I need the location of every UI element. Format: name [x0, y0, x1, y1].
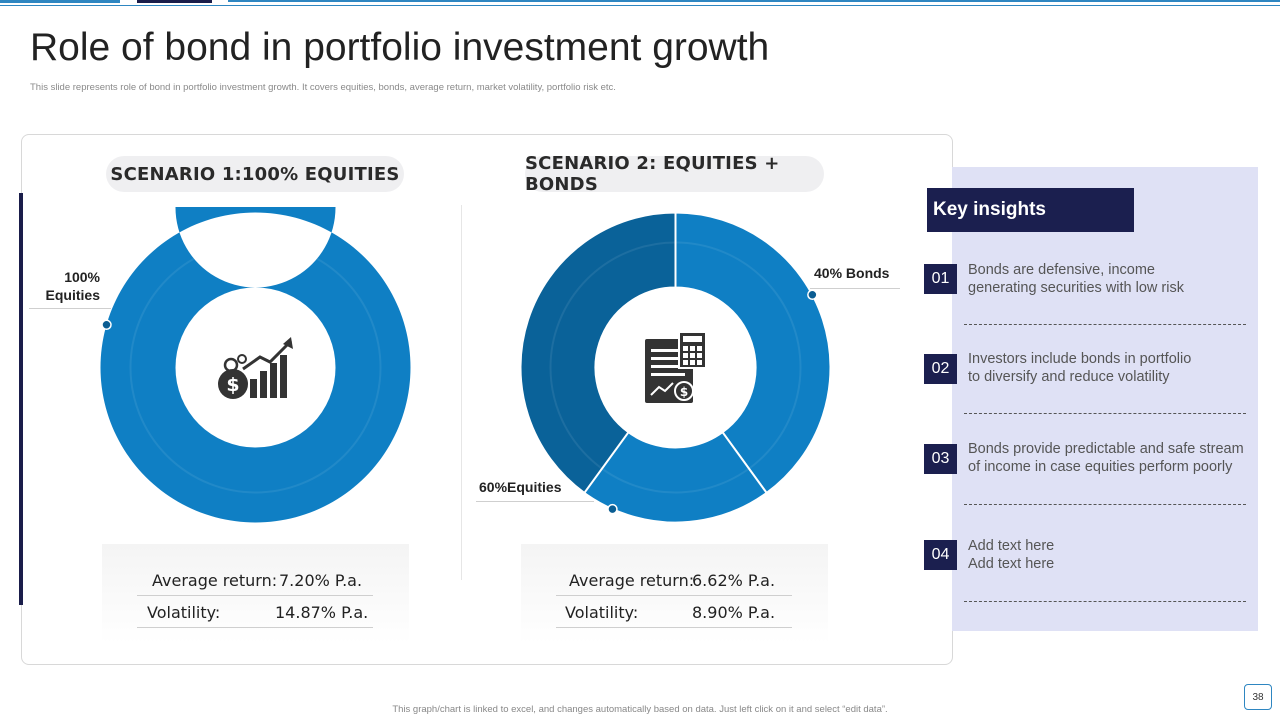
leader-line — [476, 501, 594, 502]
page-number: 38 — [1244, 684, 1272, 710]
insight-divider — [964, 324, 1246, 325]
insights-panel — [952, 167, 1258, 631]
top-rule — [0, 5, 1280, 6]
stat-value: 14.87% P.a. — [275, 603, 369, 622]
stat-label: Average return: — [152, 571, 278, 590]
insight-line: Bonds provide predictable and safe strea… — [968, 441, 1244, 457]
inner-ring — [129, 241, 382, 494]
insight-number: 04 — [924, 540, 957, 570]
insight-divider — [964, 413, 1246, 414]
stat-row-volatility: Volatility: 8.90% P.a. — [556, 597, 792, 628]
label-marker-dot — [607, 503, 618, 515]
stat-row-volatility: Volatility: 14.87% P.a. — [137, 597, 373, 628]
top-accent-bar — [228, 0, 1280, 2]
money-growth-chart-icon: $ — [218, 337, 293, 399]
stat-row-avg-return: Average return: 6.62% P.a. — [556, 565, 792, 596]
stat-label: Average return: — [569, 571, 695, 590]
label-marker-dot — [101, 319, 112, 331]
stat-value: 6.62% P.a. — [692, 571, 776, 590]
data-label-equities-100: 100% Equities — [45, 269, 100, 303]
stat-row-avg-return: Average return: 7.20% P.a. — [137, 565, 373, 596]
insight-line: to diversify and reduce volatility — [968, 369, 1170, 385]
leader-line — [810, 288, 900, 289]
insight-line: Add text here — [968, 556, 1055, 572]
financial-report-calculator-icon: $ — [645, 331, 707, 403]
svg-text:$: $ — [226, 374, 239, 396]
scenario-1-title: SCENARIO 1:100% EQUITIES — [106, 156, 404, 192]
insight-text: Bonds are defensive, income generating se… — [968, 261, 1258, 297]
scenario-1-stats: Average return: 7.20% P.a. Volatility: 1… — [102, 544, 409, 644]
insight-text: Investors include bonds in portfolio to d… — [968, 350, 1258, 386]
insights-title: Key insights — [927, 188, 1134, 232]
footnote: This graph/chart is linked to excel, and… — [392, 704, 888, 715]
top-accent-bar — [0, 0, 120, 3]
stat-label: Volatility: — [565, 603, 639, 622]
data-label-equities: 60%Equities — [479, 479, 562, 495]
page-title: Role of bond in portfolio investment gro… — [30, 26, 770, 69]
left-accent-bar — [19, 193, 23, 605]
insight-divider — [964, 504, 1246, 505]
panel-divider — [461, 205, 462, 580]
top-accent-bar-dark — [137, 0, 212, 3]
data-label-bonds: 40% Bonds — [814, 265, 890, 281]
inner-ring — [549, 241, 802, 494]
insight-number: 03 — [924, 444, 957, 474]
insight-number: 02 — [924, 354, 957, 384]
donut-chart-scenario-2[interactable]: $ — [515, 207, 836, 528]
label-marker-dot — [807, 289, 818, 300]
scenario-2-title: SCENARIO 2: EQUITIES + BONDS — [525, 153, 824, 195]
svg-text:$: $ — [680, 385, 688, 399]
insight-line: Investors include bonds in portfolio — [968, 351, 1192, 367]
insight-number: 01 — [924, 264, 957, 294]
insight-line: Bonds are defensive, income — [968, 262, 1155, 278]
leader-line — [29, 308, 111, 309]
donut-hole — [175, 287, 336, 448]
insight-text: Add text here Add text here — [968, 537, 1258, 573]
insight-divider — [964, 601, 1246, 602]
stat-value: 8.90% P.a. — [692, 603, 776, 622]
insight-line: generating securities with low risk — [968, 280, 1184, 296]
stat-label: Volatility: — [147, 603, 221, 622]
stat-value: 7.20% P.a. — [279, 571, 363, 590]
insight-line: of income in case equities perform poorl… — [968, 459, 1233, 475]
donut-chart-scenario-1[interactable]: $ — [95, 207, 416, 528]
insight-text: Bonds provide predictable and safe strea… — [968, 440, 1258, 476]
scenario-2-stats: Average return: 6.62% P.a. Volatility: 8… — [521, 544, 828, 644]
insight-line: Add text here — [968, 538, 1055, 554]
page-subtitle: This slide represents role of bond in po… — [30, 82, 616, 93]
